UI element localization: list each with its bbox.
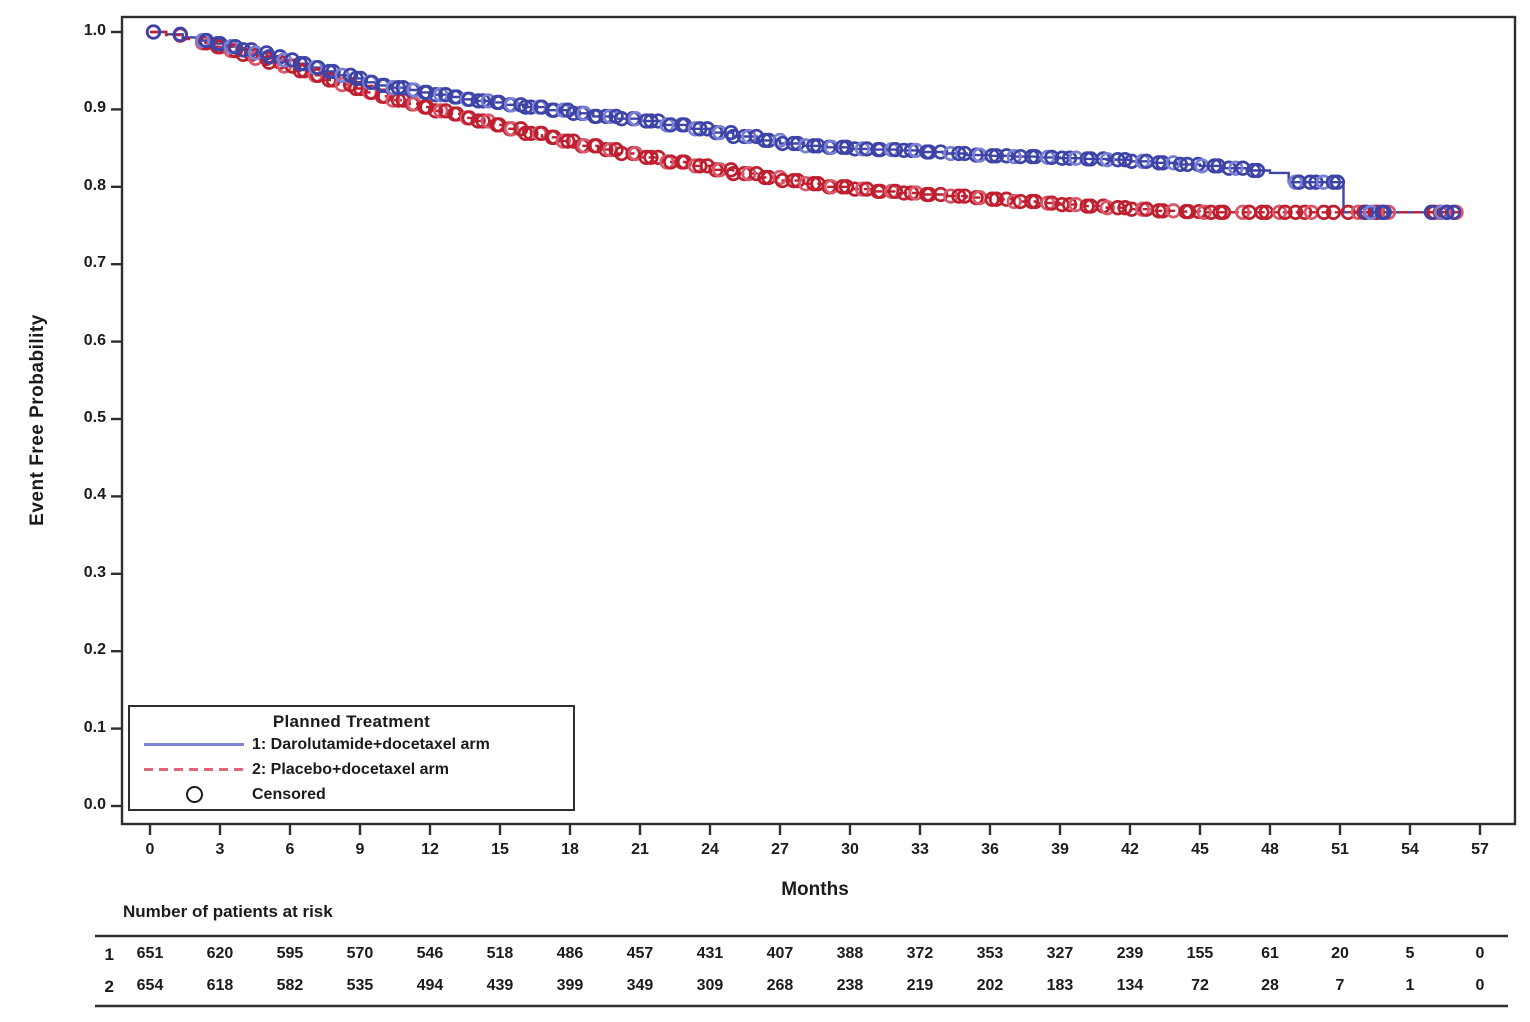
risk-value: 268	[766, 977, 794, 994]
risk-value: 595	[276, 945, 304, 962]
x-tick-label: 51	[1331, 841, 1349, 858]
x-tick-label: 27	[771, 841, 789, 858]
censored-circle-icon	[185, 786, 203, 803]
x-tick-label: 0	[145, 841, 155, 858]
risk-value: 309	[696, 977, 724, 994]
x-tick-label: 54	[1401, 841, 1419, 858]
legend-entry-arm2: 2: Placebo+docetaxel arm	[130, 757, 573, 782]
x-tick-label: 48	[1261, 841, 1279, 858]
y-tick-label: 0.7	[83, 254, 106, 272]
risk-value: 1	[1405, 977, 1415, 994]
legend-entry-label: Censored	[252, 785, 326, 803]
legend-swatch-col	[142, 786, 246, 803]
risk-value: 219	[906, 977, 934, 994]
x-tick-label: 30	[841, 841, 859, 858]
risk-value: 202	[976, 977, 1004, 994]
risk-value: 535	[346, 977, 374, 994]
risk-value: 183	[1046, 977, 1074, 994]
legend-title: Planned Treatment	[272, 712, 431, 731]
x-tick-label: 39	[1051, 841, 1069, 858]
risk-value: 457	[626, 945, 654, 962]
x-tick-label: 18	[561, 841, 579, 858]
y-tick-label: 0.6	[83, 331, 106, 349]
risk-value: 518	[486, 945, 514, 962]
y-tick-label: 0.4	[83, 486, 106, 504]
risk-value: 327	[1046, 945, 1074, 962]
risk-value: 238	[836, 977, 864, 994]
risk-value: 407	[766, 945, 794, 962]
risk-value: 349	[626, 977, 654, 994]
x-tick-label: 45	[1191, 841, 1209, 858]
arm2-curve	[150, 30, 1459, 214]
risk-row-label: 2	[104, 977, 114, 996]
risk-value: 7	[1335, 977, 1345, 994]
risk-value: 654	[136, 977, 164, 994]
risk-value: 372	[906, 945, 934, 962]
x-tick-label: 33	[911, 841, 929, 858]
x-tick-label: 6	[285, 841, 295, 858]
risk-value: 0	[1475, 977, 1485, 994]
y-tick-label: 0.3	[83, 563, 106, 581]
risk-value: 239	[1116, 945, 1144, 962]
y-tick-label: 0.2	[83, 641, 106, 659]
arm1-curve	[150, 30, 1459, 214]
risk-value: 155	[1186, 945, 1214, 962]
y-tick-label: 0.0	[83, 796, 106, 813]
x-tick-label: 12	[421, 841, 439, 858]
arm1-censor-marks	[145, 24, 1462, 220]
x-tick-label: 57	[1471, 841, 1489, 858]
dashed-line-swatch-icon	[144, 768, 244, 771]
y-tick-label: 0.8	[83, 176, 106, 194]
risk-value: 439	[486, 977, 514, 994]
risk-value: 486	[556, 945, 584, 962]
risk-value: 546	[416, 945, 444, 962]
risk-value: 72	[1191, 977, 1209, 994]
x-tick-label: 42	[1121, 841, 1139, 858]
legend-entry-arm1: 1: Darolutamide+docetaxel arm	[130, 732, 573, 757]
risk-row-label: 1	[104, 945, 114, 964]
legend-swatch-col	[142, 743, 246, 746]
risk-value: 353	[976, 945, 1004, 962]
risk-value: 620	[206, 945, 234, 962]
x-tick-label: 3	[215, 841, 225, 858]
solid-line-swatch-icon	[144, 743, 244, 746]
risk-value: 388	[836, 945, 864, 962]
risk-value: 399	[556, 977, 584, 994]
risk-value: 431	[696, 945, 724, 962]
y-tick-label: 0.9	[83, 99, 106, 117]
legend-box: Planned Treatment 1: Darolutamide+doceta…	[128, 705, 575, 811]
arm2-censor-marks	[145, 24, 1464, 220]
legend-entry-label: 2: Placebo+docetaxel arm	[252, 760, 449, 778]
x-tick-label: 21	[631, 841, 649, 858]
x-tick-label: 15	[491, 841, 509, 858]
risk-value: 134	[1116, 977, 1144, 994]
y-axis-title: Event Free Probability	[27, 314, 48, 526]
risk-value: 61	[1261, 945, 1279, 962]
y-tick-label: 0.1	[83, 718, 106, 736]
x-axis-title: Months	[781, 879, 849, 900]
plot-border	[120, 15, 1517, 826]
x-tick-label: 36	[981, 841, 999, 858]
risk-value: 570	[346, 945, 374, 962]
risk-value: 494	[416, 977, 444, 994]
risk-table-header: Number of patients at risk	[123, 902, 333, 921]
legend-entry-label: 1: Darolutamide+docetaxel arm	[252, 735, 490, 753]
x-tick-label: 9	[355, 841, 365, 858]
legend-entry-censored: Censored	[130, 782, 573, 807]
y-tick-label: 1.0	[83, 22, 106, 39]
legend-swatch-col	[142, 768, 246, 771]
risk-value: 582	[276, 977, 304, 994]
risk-value: 5	[1405, 945, 1415, 962]
risk-value: 20	[1331, 945, 1349, 962]
risk-value: 651	[136, 945, 164, 962]
risk-value: 618	[206, 977, 234, 994]
risk-value: 28	[1261, 977, 1279, 994]
y-tick-label: 0.5	[83, 409, 106, 426]
x-tick-label: 24	[701, 841, 719, 858]
risk-value: 0	[1475, 945, 1485, 962]
